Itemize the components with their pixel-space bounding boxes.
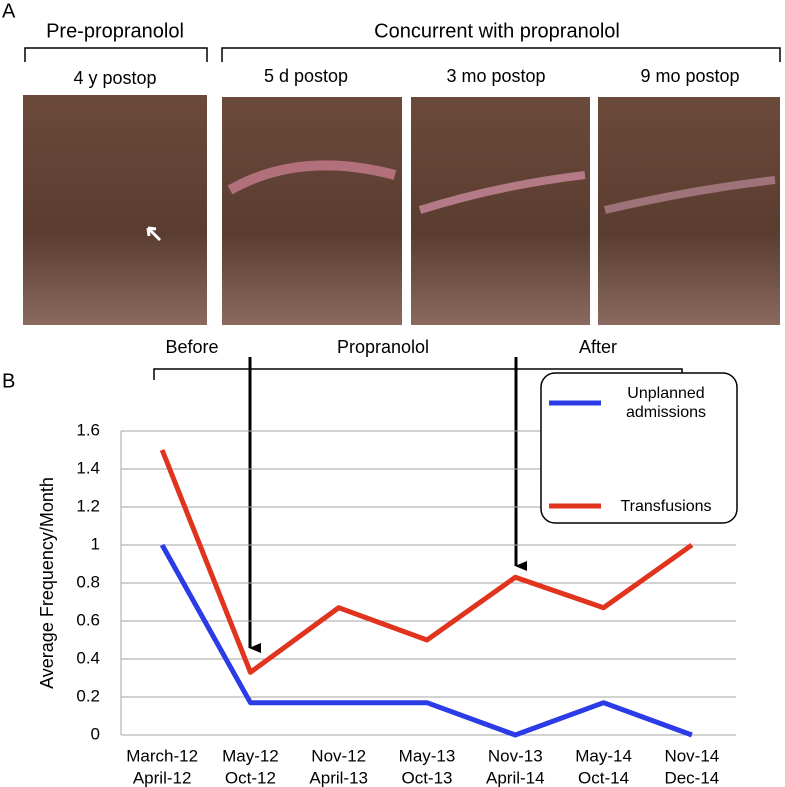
x-tick-label: April-13 xyxy=(309,768,368,787)
photo-label: 3 mo postop xyxy=(446,66,545,86)
y-tick-label: 0.6 xyxy=(76,610,100,629)
y-tick-label: 1 xyxy=(91,534,100,553)
x-tick-label: May-13 xyxy=(399,746,456,765)
y-tick-label: 1.4 xyxy=(76,458,100,477)
photo xyxy=(598,97,780,325)
photo-detail xyxy=(227,160,397,195)
x-tick-label: Nov-12 xyxy=(311,746,366,765)
panel-letter: B xyxy=(2,370,15,392)
group-label: Pre-propranolol xyxy=(46,20,184,42)
x-tick-label: Nov-13 xyxy=(488,746,543,765)
y-tick-label: 0.2 xyxy=(76,686,100,705)
photo-detail xyxy=(418,171,586,214)
panel-letter: A xyxy=(2,0,16,22)
photo-detail xyxy=(604,176,776,214)
group-label: Concurrent with propranolol xyxy=(374,20,620,42)
y-tick-label: 0.4 xyxy=(76,648,100,667)
bracket xyxy=(221,47,781,62)
x-tick-label: April-14 xyxy=(486,768,545,787)
photo xyxy=(222,97,402,325)
y-tick-label: 0.8 xyxy=(76,572,100,591)
data-line xyxy=(159,449,694,675)
x-tick-label: Oct-14 xyxy=(578,768,629,787)
x-tick-label: March-12 xyxy=(126,746,198,765)
x-tick-label: May-14 xyxy=(575,746,632,765)
y-tick-label: 1.2 xyxy=(76,496,100,515)
y-tick-label: 1.6 xyxy=(76,420,100,439)
x-tick-label: Dec-14 xyxy=(664,768,719,787)
x-tick-label: Oct-13 xyxy=(401,768,452,787)
x-tick-label: April-12 xyxy=(133,768,192,787)
period-label: Before xyxy=(165,337,218,357)
photo xyxy=(411,97,590,325)
photo-arrow xyxy=(146,226,162,242)
y-axis-label: Average Frequency/Month xyxy=(37,477,57,689)
legend-label: Unplanned admissions xyxy=(625,385,707,421)
x-tick-label: May-12 xyxy=(222,746,279,765)
x-tick-label: Oct-12 xyxy=(225,768,276,787)
bracket xyxy=(24,47,208,62)
period-label: After xyxy=(579,337,617,357)
photo-label: 4 y postop xyxy=(73,68,156,88)
photo xyxy=(23,95,207,325)
x-tick-label: Nov-14 xyxy=(664,746,719,765)
y-tick-label: 0 xyxy=(91,724,100,743)
period-label: Propranolol xyxy=(337,337,429,357)
legend-box xyxy=(540,372,738,524)
legend-label: Transfusions xyxy=(620,497,712,515)
data-line xyxy=(159,543,693,738)
photo-label: 9 mo postop xyxy=(640,66,739,86)
photo-label: 5 d postop xyxy=(264,66,348,86)
